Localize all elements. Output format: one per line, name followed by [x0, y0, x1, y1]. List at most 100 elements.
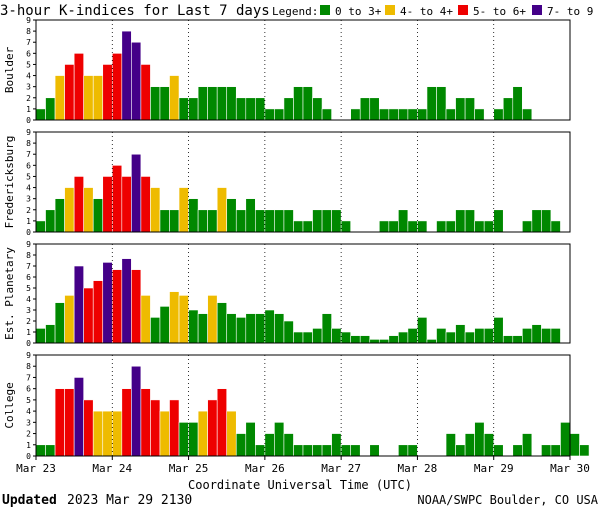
- k-index-bar: [216, 388, 228, 457]
- k-index-bar: [45, 444, 56, 457]
- k-index-bar: [350, 444, 361, 457]
- y-tick-label: 2: [26, 94, 31, 103]
- y-tick-label: 0: [26, 228, 31, 237]
- k-index-bar: [92, 75, 104, 121]
- panel-0: 0 1 2 3 4 5 6 7 8 9 Boulder: [3, 16, 571, 125]
- y-tick-label: 7: [26, 373, 31, 382]
- k-index-bar: [150, 399, 161, 457]
- k-index-bar: [83, 187, 94, 233]
- k-index-bar: [83, 399, 94, 457]
- k-index-bar: [331, 328, 342, 344]
- k-index-bar: [541, 328, 552, 344]
- k-index-bar: [207, 295, 218, 344]
- k-index-bar: [483, 220, 495, 233]
- k-index-bar: [321, 108, 332, 121]
- k-index-bar: [45, 209, 56, 233]
- panel-2: 0 1 2 3 4 5 6 7 8 9 Est. Planetary: [3, 240, 571, 348]
- k-index-bar: [293, 331, 304, 344]
- station-label: Est. Planetary: [3, 247, 16, 340]
- k-index-bar: [169, 209, 180, 233]
- station-label: Boulder: [3, 46, 16, 93]
- k-index-bar: [445, 108, 456, 121]
- k-index-bar: [207, 399, 218, 457]
- k-index-bar: [312, 328, 323, 344]
- k-index-bar: [131, 41, 142, 121]
- k-index-bar: [64, 295, 75, 344]
- k-index-bar: [398, 209, 409, 233]
- k-index-bar: [302, 444, 313, 457]
- k-index-bar: [245, 422, 256, 457]
- k-index-bar: [493, 209, 504, 233]
- y-tick-label: 1: [26, 328, 31, 337]
- k-index-bar: [512, 86, 523, 121]
- k-index-bar: [340, 444, 351, 457]
- k-index-bar: [54, 302, 65, 344]
- k-index-bar: [73, 176, 84, 233]
- legend-item-label: 7- to 9: [547, 5, 593, 18]
- k-index-bar: [483, 328, 495, 344]
- k-index-bar: [407, 220, 418, 233]
- k-index-bar: [407, 108, 418, 121]
- k-index-bar: [159, 410, 170, 457]
- x-tick-label: Mar 29: [474, 462, 514, 475]
- k-index-bar: [550, 444, 561, 457]
- k-index-bar: [445, 331, 456, 344]
- k-index-bar: [245, 313, 256, 344]
- y-tick-label: 4: [26, 184, 31, 193]
- k-index-bar: [121, 258, 132, 344]
- k-index-bar: [417, 317, 428, 344]
- panel-frame: [35, 131, 571, 233]
- k-index-bar: [340, 220, 351, 233]
- k-index-bar: [188, 309, 199, 344]
- k-index-bar: [445, 433, 456, 457]
- k-index-bar: [54, 75, 65, 121]
- k-index-bar: [350, 335, 361, 344]
- k-index-bar: [188, 97, 199, 121]
- k-index-bar: [73, 265, 84, 344]
- y-tick-label: 1: [26, 105, 31, 114]
- k-index-bar: [197, 313, 208, 344]
- k-index-bar: [474, 328, 485, 344]
- k-index-bar: [455, 97, 466, 121]
- y-tick-label: 9: [26, 240, 31, 249]
- k-index-bar: [255, 209, 266, 233]
- k-index-bar: [102, 176, 113, 233]
- y-tick-label: 6: [26, 49, 31, 58]
- k-index-bar: [293, 444, 304, 457]
- k-index-bar: [455, 324, 466, 344]
- x-tick-label: Mar 26: [245, 462, 285, 475]
- k-index-bar: [550, 220, 561, 233]
- k-index-bar: [235, 317, 247, 344]
- k-index-bar: [140, 388, 151, 457]
- k-index-bar: [293, 86, 304, 121]
- updated-value: 2023 Mar 29 2130: [67, 493, 192, 508]
- y-tick-label: 6: [26, 385, 31, 394]
- legend-item-label: 4- to 4+: [400, 5, 453, 18]
- k-index-bar: [426, 86, 437, 121]
- y-tick-label: 5: [26, 60, 31, 69]
- k-index-bar: [464, 331, 475, 344]
- k-index-bar: [388, 220, 399, 233]
- k-index-bar: [378, 108, 390, 121]
- k-index-bar: [302, 331, 313, 344]
- k-index-bar: [169, 75, 180, 121]
- k-index-bar: [455, 209, 466, 233]
- y-tick-label: 3: [26, 195, 31, 204]
- panel-frame: [35, 243, 571, 344]
- x-tick-label: Mar 24: [92, 462, 132, 475]
- k-index-bar: [264, 433, 275, 457]
- k-index-bar: [522, 108, 533, 121]
- k-index-bar: [264, 209, 275, 233]
- k-index-bar: [102, 262, 113, 344]
- k-index-bar: [407, 328, 418, 344]
- y-tick-label: 4: [26, 72, 31, 81]
- k-index-bar: [92, 280, 104, 344]
- k-index-bar: [426, 339, 437, 344]
- k-index-bar: [274, 422, 285, 457]
- k-index-bar: [159, 209, 170, 233]
- k-index-bar: [35, 108, 46, 121]
- legend-swatch: [532, 5, 542, 15]
- k-index-bar: [197, 86, 208, 121]
- k-index-bar: [436, 328, 447, 344]
